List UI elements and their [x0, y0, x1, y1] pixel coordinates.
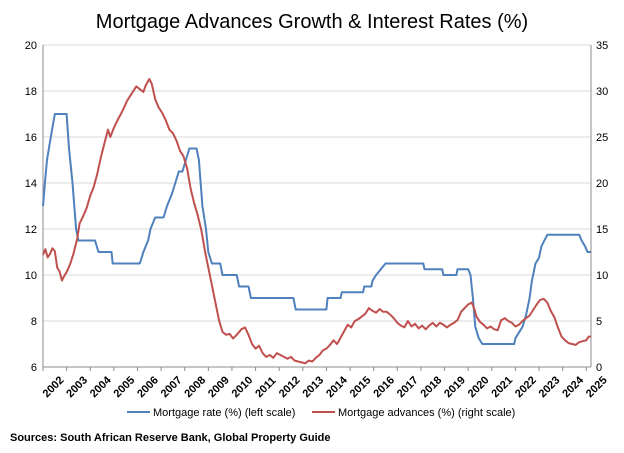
- x-tick-label: 2023: [537, 374, 563, 400]
- x-tick-label: 2018: [419, 374, 445, 400]
- series-line-mortgage-advances: [42, 78, 591, 365]
- x-tick-label: 2020: [466, 374, 492, 400]
- legend-label-mortgage-rate: Mortgage rate (%) (left scale): [153, 407, 295, 419]
- x-tick-label: 2005: [111, 374, 137, 400]
- y-right-tick-label: 5: [596, 316, 602, 328]
- legend-label-mortgage-advances: Mortgage advances (%) (right scale): [338, 407, 515, 419]
- y-left-tick-label: 6: [31, 362, 37, 374]
- y-right-tick-label: 35: [596, 40, 608, 52]
- chart-title: Mortgage Advances Growth & Interest Rate…: [96, 11, 528, 33]
- y-left-tick-label: 10: [25, 270, 37, 282]
- x-tick-label: 2022: [513, 374, 539, 400]
- y-left-tick-label: 18: [25, 86, 37, 98]
- x-tick-label: 2021: [489, 374, 515, 400]
- x-tick-label: 2013: [300, 374, 326, 400]
- y-right-tick-label: 30: [596, 86, 608, 98]
- source-note: Sources: South African Reserve Bank, Glo…: [10, 432, 331, 444]
- y-right-tick-label: 10: [596, 270, 608, 282]
- x-tick-label: 2017: [395, 374, 421, 400]
- x-tick-label: 2019: [442, 374, 468, 400]
- x-tick-label: 2004: [88, 374, 114, 400]
- x-tick-label: 2014: [324, 374, 350, 400]
- x-tick-label: 2002: [41, 374, 67, 400]
- series-lines: [42, 78, 591, 365]
- x-tick-label: 2010: [230, 374, 256, 400]
- x-tick-label: 2025: [584, 374, 610, 400]
- x-tick-label: 2012: [277, 374, 303, 400]
- y-left-tick-label: 14: [25, 178, 37, 190]
- y-left-tick-label: 8: [31, 316, 37, 328]
- y-right-tick-label: 20: [596, 178, 608, 190]
- x-tick-label: 2007: [159, 374, 185, 400]
- y-right-tick-label: 15: [596, 224, 608, 236]
- y-left-tick-label: 16: [25, 132, 37, 144]
- y-right-tick-label: 25: [596, 132, 608, 144]
- series-line-mortgage-rate: [42, 113, 591, 345]
- x-tick-label: 2016: [371, 374, 397, 400]
- y-left-tick-label: 12: [25, 224, 37, 236]
- axes: 6810121416182005101520253035200220032004…: [25, 40, 610, 400]
- x-tick-label: 2006: [135, 374, 161, 400]
- x-tick-label: 2008: [182, 374, 208, 400]
- gridlines: [43, 44, 591, 368]
- x-tick-label: 2009: [206, 374, 232, 400]
- x-tick-label: 2003: [64, 374, 90, 400]
- x-tick-label: 2024: [560, 374, 586, 400]
- y-right-tick-label: 0: [596, 362, 602, 374]
- legend: Mortgage rate (%) (left scale) Mortgage …: [127, 407, 515, 419]
- y-left-tick-label: 20: [25, 40, 37, 52]
- x-tick-label: 2015: [348, 374, 374, 400]
- x-tick-label: 2011: [253, 375, 278, 400]
